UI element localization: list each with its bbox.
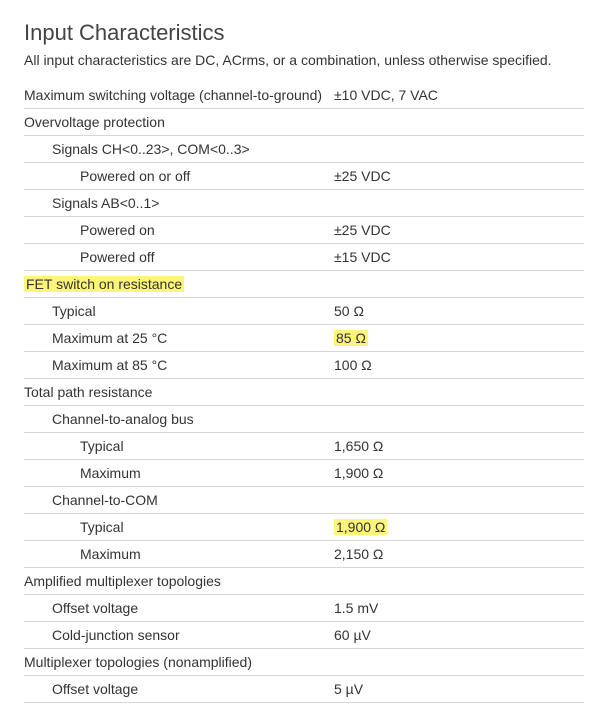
spec-row: Maximum at 25 °C85 Ω	[24, 325, 584, 352]
spec-value: 1.5 mV	[324, 600, 584, 616]
spec-row: FET switch on resistance	[24, 271, 584, 298]
spec-label: Cold-junction sensor	[24, 627, 324, 643]
spec-row: Typical1,650 Ω	[24, 433, 584, 460]
spec-row: Maximum2,150 Ω	[24, 541, 584, 568]
spec-label: Offset voltage	[24, 681, 324, 697]
spec-label: Typical	[24, 519, 324, 535]
spec-label: Maximum at 25 °C	[24, 330, 324, 346]
spec-row: Channel-to-analog bus	[24, 406, 584, 433]
spec-row: Offset voltage1.5 mV	[24, 595, 584, 622]
spec-row: Cold-junction sensor60 µV	[24, 622, 584, 649]
spec-label: FET switch on resistance	[24, 276, 324, 292]
spec-row: Channel-to-COM	[24, 487, 584, 514]
section-heading: Input Characteristics	[24, 20, 584, 46]
spec-value: 5 µV	[324, 681, 584, 697]
spec-label: Powered on or off	[24, 168, 324, 184]
spec-label: Signals AB<0..1>	[24, 195, 324, 211]
spec-value: ±15 VDC	[324, 249, 584, 265]
spec-row: Powered on±25 VDC	[24, 217, 584, 244]
spec-label: Channel-to-analog bus	[24, 411, 324, 427]
spec-value: ±25 VDC	[324, 168, 584, 184]
spec-row: Maximum at 85 °C100 Ω	[24, 352, 584, 379]
spec-label: Overvoltage protection	[24, 114, 324, 130]
spec-row: Offset voltage5 µV	[24, 676, 584, 703]
spec-row: Overvoltage protection	[24, 109, 584, 136]
spec-label: Maximum switching voltage (channel-to-gr…	[24, 87, 324, 103]
spec-row: Typical50 Ω	[24, 298, 584, 325]
spec-label: Maximum at 85 °C	[24, 357, 324, 373]
spec-label: Offset voltage	[24, 600, 324, 616]
spec-row: Amplified multiplexer topologies	[24, 568, 584, 595]
spec-row: Signals CH<0..23>, COM<0..3>	[24, 136, 584, 163]
spec-label: Powered on	[24, 222, 324, 238]
spec-label: Signals CH<0..23>, COM<0..3>	[24, 141, 324, 157]
spec-value: ±25 VDC	[324, 222, 584, 238]
spec-value: 60 µV	[324, 627, 584, 643]
spec-value: 1,900 Ω	[324, 519, 584, 535]
spec-value: 100 Ω	[324, 357, 584, 373]
spec-row: Maximum1,900 Ω	[24, 460, 584, 487]
spec-label: Total path resistance	[24, 384, 324, 400]
spec-value: ±10 VDC, 7 VAC	[324, 87, 584, 103]
spec-table: Maximum switching voltage (channel-to-gr…	[24, 82, 584, 703]
spec-value: 85 Ω	[324, 330, 584, 346]
spec-row: Signals AB<0..1>	[24, 190, 584, 217]
spec-row: Maximum switching voltage (channel-to-gr…	[24, 82, 584, 109]
spec-row: Total path resistance	[24, 379, 584, 406]
spec-row: Typical1,900 Ω	[24, 514, 584, 541]
spec-label: Amplified multiplexer topologies	[24, 573, 324, 589]
spec-row: Powered off±15 VDC	[24, 244, 584, 271]
spec-label: Powered off	[24, 249, 324, 265]
spec-row: Multiplexer topologies (nonamplified)	[24, 649, 584, 676]
spec-value: 1,650 Ω	[324, 438, 584, 454]
spec-value: 2,150 Ω	[324, 546, 584, 562]
spec-label: Maximum	[24, 546, 324, 562]
spec-label: Maximum	[24, 465, 324, 481]
spec-label: Typical	[24, 303, 324, 319]
spec-value: 1,900 Ω	[324, 465, 584, 481]
spec-value: 50 Ω	[324, 303, 584, 319]
spec-row: Powered on or off±25 VDC	[24, 163, 584, 190]
spec-label: Channel-to-COM	[24, 492, 324, 508]
section-subtitle: All input characteristics are DC, ACrms,…	[24, 52, 584, 68]
spec-label: Typical	[24, 438, 324, 454]
spec-label: Multiplexer topologies (nonamplified)	[24, 654, 324, 670]
